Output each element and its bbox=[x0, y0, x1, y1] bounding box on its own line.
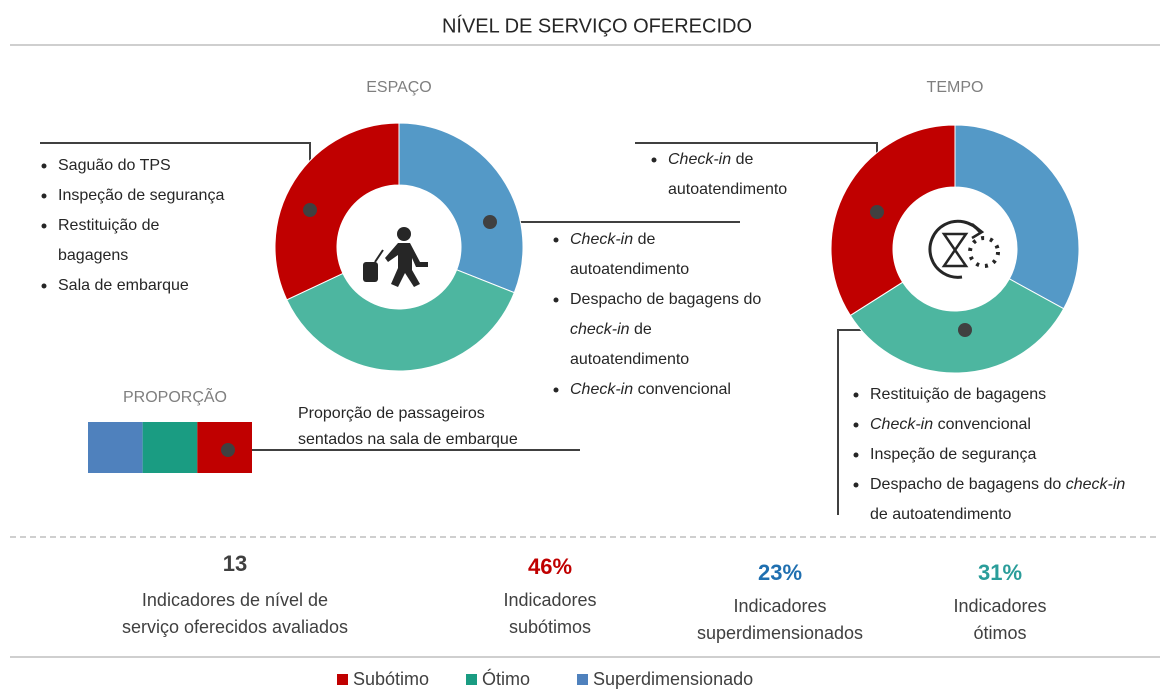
title: NÍVEL DE SERVIÇO OFERECIDO bbox=[442, 14, 752, 37]
list-run: convencional bbox=[933, 416, 1031, 433]
list-line: check-in de bbox=[570, 321, 652, 338]
list-run: autoatendimento bbox=[570, 261, 689, 278]
proportion-segment bbox=[142, 422, 198, 473]
list-run: check-in bbox=[570, 321, 630, 338]
icon-body bbox=[385, 243, 428, 287]
bullet bbox=[41, 163, 47, 169]
bullet bbox=[41, 193, 47, 199]
stat-label: Indicadores bbox=[733, 596, 826, 616]
icon-head bbox=[397, 227, 411, 241]
list-line: Inspeção de segurança bbox=[58, 187, 224, 204]
list-line: Sala de embarque bbox=[58, 277, 189, 294]
bullet bbox=[553, 387, 559, 393]
list-run: Despacho de bagagens do bbox=[870, 476, 1066, 493]
list-run: de bbox=[731, 151, 753, 168]
icon-arrow bbox=[971, 223, 985, 240]
donut-label: TEMPO bbox=[927, 79, 984, 96]
icon-bag bbox=[363, 262, 378, 282]
list-line: Despacho de bagagens do bbox=[570, 291, 761, 308]
list-run: Check-in bbox=[570, 231, 633, 248]
list-line: de autoatendimento bbox=[870, 506, 1012, 523]
hourglass-icon bbox=[928, 219, 1000, 279]
list-line: autoatendimento bbox=[570, 351, 689, 368]
list-line: Check-in convencional bbox=[570, 381, 731, 398]
legend-label: Superdimensionado bbox=[593, 669, 753, 689]
list-line: Despacho de bagagens do check-in bbox=[870, 476, 1125, 493]
list-line: Check-in convencional bbox=[870, 416, 1031, 433]
bullet bbox=[853, 482, 859, 488]
stat-label: subótimos bbox=[509, 617, 591, 637]
stat-value: 31% bbox=[978, 560, 1022, 585]
list-line: autoatendimento bbox=[570, 261, 689, 278]
legend-swatch bbox=[577, 674, 588, 685]
list-run: Despacho de bagagens do bbox=[570, 291, 761, 308]
proportion-segment bbox=[88, 422, 143, 473]
bullet bbox=[553, 297, 559, 303]
bullet bbox=[41, 223, 47, 229]
stat-label: superdimensionados bbox=[697, 623, 863, 643]
bullet bbox=[853, 422, 859, 428]
legend-label: Subótimo bbox=[353, 669, 429, 689]
list-line: Saguão do TPS bbox=[58, 157, 171, 174]
list-line: autoatendimento bbox=[668, 181, 787, 198]
stat-label: Indicadores bbox=[503, 590, 596, 610]
stat-label: Indicadores bbox=[953, 596, 1046, 616]
list-line: Check-in de bbox=[570, 231, 655, 248]
list-run: Inspeção de segurança bbox=[58, 187, 224, 204]
list-run: convencional bbox=[633, 381, 731, 398]
legend-label: Ótimo bbox=[482, 668, 530, 689]
list-run: Saguão do TPS bbox=[58, 157, 171, 174]
list-line: Inspeção de segurança bbox=[870, 446, 1036, 463]
list-run: de autoatendimento bbox=[870, 506, 1012, 523]
list-run: Check-in bbox=[570, 381, 633, 398]
list-run: Check-in bbox=[870, 416, 933, 433]
connector-dot bbox=[221, 443, 235, 457]
stat-value: 46% bbox=[528, 554, 572, 579]
bullet bbox=[853, 392, 859, 398]
list-line: Restituição de bagagens bbox=[870, 386, 1046, 403]
list-run: de bbox=[630, 321, 652, 338]
traveler-icon bbox=[363, 227, 428, 287]
stat-label: serviço oferecidos avaliados bbox=[122, 617, 348, 637]
icon-arc bbox=[928, 219, 982, 279]
icon-glass bbox=[941, 232, 969, 268]
stat-value: 23% bbox=[758, 560, 802, 585]
list-run: check-in bbox=[1066, 476, 1126, 493]
list-run: Check-in bbox=[668, 151, 731, 168]
bullet bbox=[853, 452, 859, 458]
connector-dot bbox=[870, 205, 884, 219]
stat-value: 13 bbox=[223, 551, 247, 576]
proportion-text: Proporção de passageiros bbox=[298, 405, 485, 422]
stat-label: Indicadores de nível de bbox=[142, 590, 328, 610]
list-run: Restituição de bbox=[58, 217, 159, 234]
bullet bbox=[41, 283, 47, 289]
list-run: Restituição de bagagens bbox=[870, 386, 1046, 403]
icon-dots bbox=[968, 236, 1000, 268]
legend-swatch bbox=[466, 674, 477, 685]
bullet bbox=[553, 237, 559, 243]
list-run: Inspeção de segurança bbox=[870, 446, 1036, 463]
legend-swatch bbox=[337, 674, 348, 685]
list-line: Check-in de bbox=[668, 151, 753, 168]
list-line: Restituição de bbox=[58, 217, 159, 234]
connector-dot bbox=[303, 203, 317, 217]
connector-dot bbox=[958, 323, 972, 337]
icon-handle bbox=[374, 249, 384, 263]
connector-dot bbox=[483, 215, 497, 229]
list-line: bagagens bbox=[58, 247, 128, 264]
list-run: autoatendimento bbox=[570, 351, 689, 368]
list-run: autoatendimento bbox=[668, 181, 787, 198]
proportion-text: sentados na sala de embarque bbox=[298, 431, 518, 448]
list-run: de bbox=[633, 231, 655, 248]
list-run: Sala de embarque bbox=[58, 277, 189, 294]
stat-label: ótimos bbox=[973, 623, 1026, 643]
list-run: bagagens bbox=[58, 247, 128, 264]
proportion-label: PROPORÇÃO bbox=[123, 386, 227, 406]
bullet bbox=[651, 157, 657, 163]
donut-label: ESPAÇO bbox=[366, 79, 432, 96]
